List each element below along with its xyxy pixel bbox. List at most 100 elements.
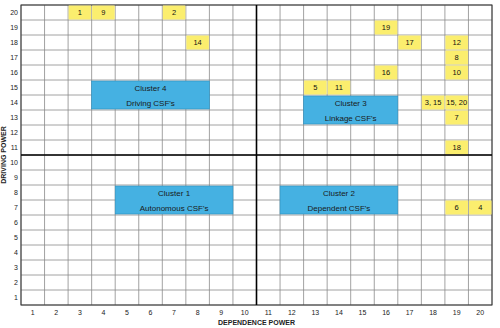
cell: [69, 6, 92, 20]
chart: 19214191712816105113, 1515, 2071864Clust…: [0, 0, 500, 328]
cell-label: 6: [455, 203, 459, 212]
x-axis-label: DEPENDENCE POWER: [218, 319, 295, 326]
x-tick-label: 7: [172, 309, 176, 316]
divider: [21, 154, 492, 156]
cluster-title: Cluster 4: [135, 84, 168, 93]
cell-label: 12: [453, 38, 461, 47]
cell-label: 18: [453, 143, 461, 152]
cluster-label: Dependent CSF's: [307, 204, 370, 213]
cell: [304, 81, 327, 95]
y-axis-label: DRIVING POWER: [0, 126, 7, 184]
axes: 1234567891011121314151617181920123456789…: [0, 9, 484, 326]
y-tick-label: 13: [10, 114, 18, 121]
cluster-box: [304, 96, 398, 124]
y-tick-label: 3: [14, 264, 18, 271]
y-tick-label: 9: [14, 174, 18, 181]
x-tick-label: 8: [196, 309, 200, 316]
cell-label: 10: [453, 68, 461, 77]
cell: [445, 66, 468, 80]
y-tick-label: 20: [10, 9, 18, 16]
cell: [375, 66, 398, 80]
plot-frame: [21, 5, 492, 305]
x-tick-label: 20: [476, 309, 484, 316]
clusters: Cluster 4 Driving CSF's Cluster 3 Linkage C…: [92, 81, 398, 214]
x-tick-label: 14: [335, 309, 343, 316]
x-tick-label: 16: [382, 309, 390, 316]
x-tick-label: 10: [241, 309, 249, 316]
cell-label: 8: [455, 53, 459, 62]
cell: [92, 6, 115, 20]
y-tick-label: 10: [10, 159, 18, 166]
x-tick-label: 15: [359, 309, 367, 316]
x-tick-label: 3: [78, 309, 82, 316]
cluster-title: Cluster 1: [158, 189, 191, 198]
y-tick-label: 18: [10, 39, 18, 46]
cell: [445, 141, 468, 155]
cell-label: 14: [193, 38, 201, 47]
cell: [398, 36, 421, 50]
x-tick-label: 1: [31, 309, 35, 316]
cell-label: 9: [101, 8, 105, 17]
cluster-title: Cluster 3: [335, 99, 368, 108]
cell: [375, 21, 398, 35]
cluster-box: [92, 81, 210, 109]
cell: [445, 111, 468, 125]
y-tick-label: 5: [14, 234, 18, 241]
cell-label: 16: [382, 68, 390, 77]
cluster-label: Linkage CSF's: [325, 114, 377, 123]
cluster-box: [280, 186, 398, 214]
grid-line: [21, 155, 492, 156]
cell: [445, 96, 468, 110]
y-tick-label: 16: [10, 69, 18, 76]
cell: [445, 201, 468, 215]
x-tick-label: 4: [101, 309, 105, 316]
x-tick-label: 6: [149, 309, 153, 316]
y-tick-label: 6: [14, 219, 18, 226]
x-tick-label: 9: [219, 309, 223, 316]
x-tick-label: 13: [311, 309, 319, 316]
x-tick-label: 18: [429, 309, 437, 316]
y-tick-label: 15: [10, 84, 18, 91]
cell: [186, 36, 209, 50]
background: [0, 0, 500, 328]
cell-label: 15, 20: [446, 98, 467, 107]
y-tick-label: 8: [14, 189, 18, 196]
labels: 19214191712816105113, 1515, 2071864: [78, 8, 483, 212]
cell: [445, 51, 468, 65]
y-tick-label: 2: [14, 279, 18, 286]
cell-label: 19: [382, 23, 390, 32]
y-tick-label: 12: [10, 129, 18, 136]
y-tick-label: 7: [14, 204, 18, 211]
grid: [21, 5, 492, 305]
y-tick-label: 4: [14, 249, 18, 256]
cell-label: 11: [335, 83, 343, 92]
cell: [328, 81, 351, 95]
cell-label: 3, 15: [425, 98, 442, 107]
cell-label: 1: [78, 8, 82, 17]
cell-label: 5: [313, 83, 317, 92]
cluster-label: Driving CSF's: [126, 99, 175, 108]
y-tick-label: 11: [11, 144, 18, 151]
y-tick-label: 14: [10, 99, 18, 106]
cluster-label: Autonomous CSF's: [140, 204, 209, 213]
cell: [469, 201, 492, 215]
cluster-box: [115, 186, 233, 214]
y-tick-label: 17: [10, 54, 18, 61]
y-tick-label: 1: [14, 294, 18, 301]
x-tick-label: 12: [288, 309, 296, 316]
cluster-title: Cluster 2: [323, 189, 356, 198]
cell-label: 17: [405, 38, 413, 47]
cell: [422, 96, 445, 110]
cell: [163, 6, 186, 20]
cell-label: 2: [172, 8, 176, 17]
cell: [445, 36, 468, 50]
y-tick-label: 19: [10, 24, 18, 31]
plot-area: [69, 6, 492, 215]
x-tick-label: 11: [265, 309, 272, 316]
x-tick-label: 5: [125, 309, 129, 316]
cell-label: 7: [455, 113, 459, 122]
cell-label: 4: [478, 203, 482, 212]
x-tick-label: 2: [54, 309, 58, 316]
x-tick-label: 19: [453, 309, 461, 316]
x-tick-label: 17: [406, 309, 414, 316]
